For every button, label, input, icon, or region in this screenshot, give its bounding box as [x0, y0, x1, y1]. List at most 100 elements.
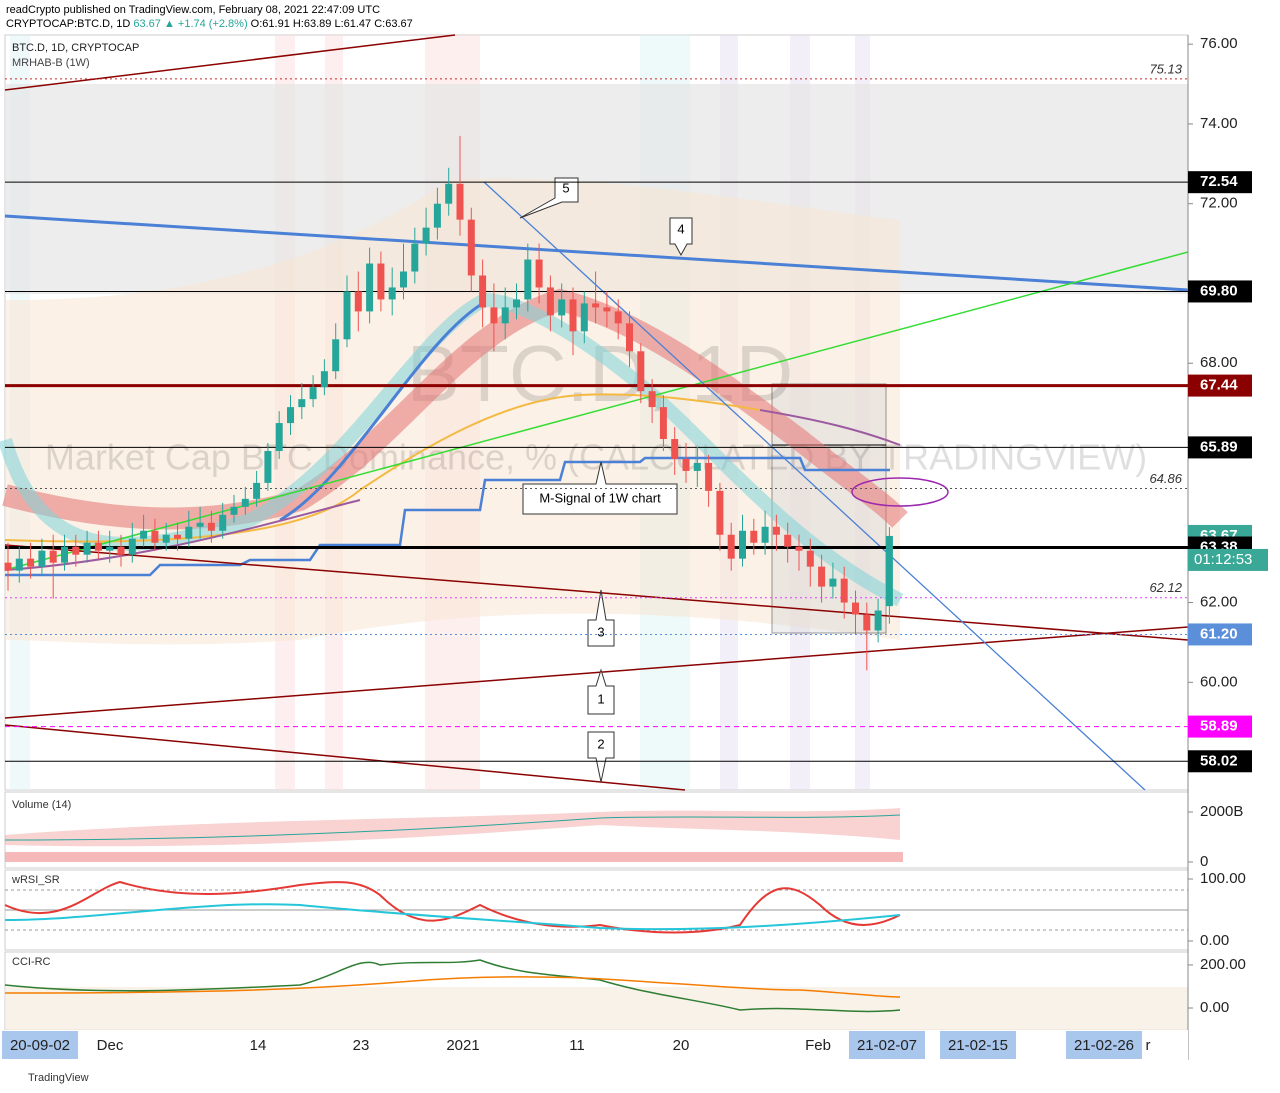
annotation: 3: [597, 624, 604, 639]
ma-purple: [4, 409, 901, 571]
candle-body: [456, 183, 464, 220]
candle-body: [546, 287, 554, 316]
x-tick-label: 23: [353, 1037, 370, 1054]
candle-body: [716, 490, 724, 535]
candle-body: [648, 391, 656, 408]
level-label: 75.13: [1149, 61, 1182, 76]
countdown-tag: [1188, 548, 1268, 571]
x-tick-label: 21-02-26: [1074, 1037, 1134, 1054]
candle-body: [264, 450, 272, 483]
price-tag: [1188, 280, 1252, 303]
candle-body: [38, 550, 46, 567]
x-tick-label: 11: [569, 1037, 585, 1054]
candle-body: [27, 558, 35, 567]
candle-body: [298, 399, 306, 408]
candle-body: [885, 535, 893, 607]
candle-body: [524, 259, 532, 300]
price-tag: [1188, 623, 1252, 646]
candle-body: [287, 407, 294, 424]
candle-body: [162, 534, 170, 543]
candle-body: [580, 303, 588, 332]
candle-body: [490, 307, 498, 324]
x-label-box: [940, 1031, 1016, 1059]
annotation: 1: [597, 691, 604, 706]
trendline: [4, 626, 1189, 719]
price-tag: [1188, 750, 1252, 773]
candle-body: [275, 423, 283, 451]
m-signal: [5, 456, 890, 577]
candle-body: [83, 542, 91, 555]
candle-body: [513, 299, 520, 308]
x-tick-label: 2021: [446, 1037, 479, 1054]
candle-body: [739, 530, 746, 559]
x-tick-label: 20-09-02: [10, 1037, 70, 1054]
candle-body: [140, 530, 148, 539]
candle-body: [761, 526, 769, 543]
x-tick-label: Feb: [805, 1037, 831, 1054]
candle-body: [433, 203, 441, 228]
candle-body: [501, 307, 509, 324]
candle-body: [411, 243, 419, 272]
x-tick-label: 21-02-07: [857, 1037, 917, 1054]
price-tag-label: 58.89: [1200, 718, 1238, 735]
candle-body: [49, 550, 57, 563]
annotation: 2: [597, 736, 604, 751]
candle-body: [320, 371, 328, 388]
price-tag: [1188, 171, 1252, 194]
x-tick-label: Dec: [97, 1037, 124, 1054]
symbol: CRYPTOCAP:BTC.D, 1D: [6, 18, 131, 30]
candle-body: [151, 530, 159, 543]
candle-body: [106, 546, 114, 551]
candle-body: [343, 291, 351, 340]
pane-title: wRSI_SR: [11, 874, 60, 886]
last: 63.67: [133, 18, 161, 30]
candle-body: [207, 522, 215, 531]
candle-body: [354, 291, 362, 312]
rsi-signal: [4, 903, 901, 931]
candle-body: [377, 263, 385, 300]
candle-body: [467, 219, 475, 276]
price-tag: [1188, 715, 1252, 738]
x-tick-label: 14: [250, 1037, 267, 1054]
pane-title: Volume (14): [12, 799, 71, 811]
fast-line: [279, 300, 486, 522]
candle-body: [128, 538, 136, 555]
candle-body: [400, 271, 407, 288]
trendline: [4, 724, 686, 791]
candle-body: [852, 602, 859, 615]
x-tick-label: 20: [673, 1037, 690, 1054]
candle-body: [445, 183, 453, 204]
price-tag-label: 69.80: [1200, 282, 1238, 299]
candle-body: [309, 387, 317, 400]
candle-body: [185, 526, 193, 539]
x-tick-label: r: [1146, 1037, 1151, 1054]
publisher: readCrypto published on TradingView.com,…: [6, 4, 381, 16]
y-tick-label: 200.00: [1200, 956, 1246, 973]
candle-body: [614, 311, 622, 324]
ellipse: [851, 477, 949, 507]
watermark-description: Market Cap BTC Dominance, % (CALCULATED …: [45, 437, 1147, 478]
volume-ma: [4, 814, 901, 841]
price-tag-label: 72.54: [1200, 173, 1238, 190]
candle-body: [253, 482, 261, 499]
candle-body: [174, 534, 181, 539]
candle-body: [230, 506, 238, 515]
candle-body: [366, 263, 374, 312]
y-tick-label: 2000B: [1200, 803, 1243, 820]
candle-body: [806, 550, 814, 567]
x-label-box: [2, 1031, 78, 1059]
y-tick-label: 76.00: [1200, 35, 1238, 52]
candle-body: [569, 299, 577, 332]
candle-body: [727, 534, 735, 559]
price-tag-label: 67.44: [1200, 377, 1238, 394]
change: ▲ +1.74 (+2.8%): [163, 18, 248, 30]
header: readCrypto published on TradingView.com,…: [6, 3, 413, 31]
candle-body: [535, 259, 543, 288]
price-tag-label: 61.20: [1200, 625, 1238, 642]
ohlc: O:61.91 H:63.89 L:61.47 C:63.67: [250, 18, 413, 30]
candle-body: [682, 458, 690, 471]
cci-line: [4, 959, 901, 1013]
candle-body: [603, 307, 611, 312]
annotation: 5: [562, 180, 569, 195]
